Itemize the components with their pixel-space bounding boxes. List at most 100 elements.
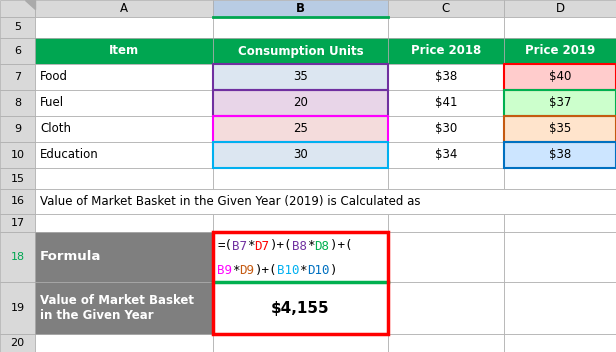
Bar [213,232,388,334]
Text: D: D [556,2,564,15]
Text: 8: 8 [14,98,21,108]
Bar [388,17,504,38]
Bar [35,17,213,38]
Text: Fuel: Fuel [40,96,64,109]
Text: Price 2018: Price 2018 [411,44,481,57]
Bar [213,232,388,282]
Text: $40: $40 [549,70,571,83]
Bar [35,116,213,142]
Text: 5: 5 [14,23,21,32]
Bar [388,214,504,232]
Text: $34: $34 [435,149,457,162]
Text: Consumption Units: Consumption Units [238,44,363,57]
Text: 20: 20 [10,338,25,348]
Bar [35,142,213,168]
Text: 19: 19 [10,303,25,313]
Text: 6: 6 [14,46,21,56]
Bar [213,142,388,168]
Bar [0,17,35,38]
Bar [213,116,388,142]
Bar [0,334,35,352]
Text: $41: $41 [435,96,457,109]
Text: Price 2019: Price 2019 [525,44,595,57]
Polygon shape [25,0,35,9]
Text: Cloth: Cloth [40,122,71,136]
Bar [0,189,35,214]
Bar [504,168,616,189]
Bar [213,282,388,334]
Text: Food: Food [40,70,68,83]
Bar [35,334,213,352]
Text: Value of Market Basket
in the Given Year: Value of Market Basket in the Given Year [40,294,194,322]
Bar [504,17,616,38]
Text: *: * [247,239,254,252]
Text: )+(: )+( [330,239,360,252]
Text: )+(: )+( [270,239,292,252]
Bar [504,232,616,282]
Bar [213,334,388,352]
Bar [504,38,616,64]
Bar [213,168,388,189]
Bar [213,90,388,116]
Bar [0,214,35,232]
Text: D9: D9 [240,264,254,277]
Bar [0,64,35,90]
Bar [213,116,388,142]
Bar [504,0,616,17]
Bar [213,0,388,17]
Text: D7: D7 [254,239,270,252]
Bar [504,282,616,334]
Bar [213,64,388,90]
Bar [35,232,213,282]
Text: D8: D8 [315,239,330,252]
Bar [35,64,213,90]
Text: $37: $37 [549,96,571,109]
Text: )+(: )+( [254,264,277,277]
Bar [0,90,35,116]
Text: 17: 17 [10,218,25,228]
Text: Education: Education [40,149,99,162]
Bar [35,214,213,232]
Bar [504,90,616,116]
Bar [0,168,35,189]
Bar [35,189,616,214]
Bar [388,232,504,282]
Bar [213,64,388,90]
Text: 7: 7 [14,72,21,82]
Bar [388,64,504,90]
Bar [0,232,35,282]
Text: *: * [232,264,240,277]
Text: *: * [307,239,315,252]
Bar [0,282,35,334]
Text: B7: B7 [232,239,247,252]
Bar [388,168,504,189]
Bar [388,0,504,17]
Bar [504,214,616,232]
Text: B8: B8 [292,239,307,252]
Text: 25: 25 [293,122,308,136]
Text: $4,155: $4,155 [271,301,330,315]
Bar [213,90,388,116]
Text: =(: =( [217,239,232,252]
Text: $38: $38 [435,70,457,83]
Bar [504,90,616,116]
Text: 16: 16 [10,196,25,207]
Text: C: C [442,2,450,15]
Bar [35,168,213,189]
Text: $30: $30 [435,122,457,136]
Text: $38: $38 [549,149,571,162]
Text: $35: $35 [549,122,571,136]
Bar [35,38,213,64]
Text: Formula: Formula [40,251,102,264]
Bar [504,64,616,90]
Bar [388,38,504,64]
Bar [35,282,213,334]
Bar [388,282,504,334]
Text: 15: 15 [10,174,25,183]
Bar [0,116,35,142]
Bar [0,0,35,17]
Text: 18: 18 [10,252,25,262]
Bar [504,334,616,352]
Text: 10: 10 [10,150,25,160]
Bar [35,90,213,116]
